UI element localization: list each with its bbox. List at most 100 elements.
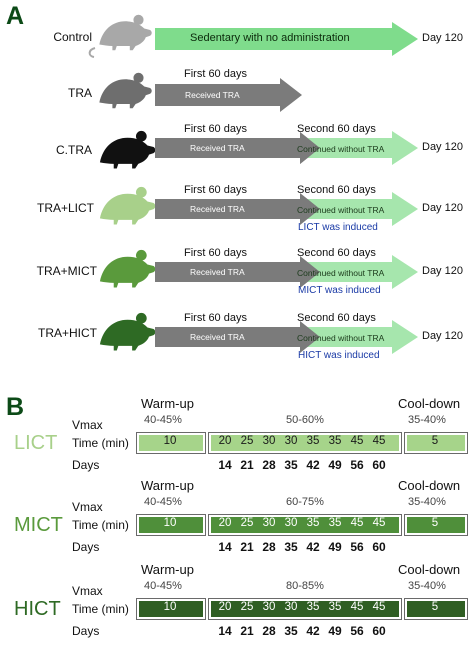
protocol-name: HICT <box>14 598 61 620</box>
main-pct: 50-60% <box>286 414 324 426</box>
hict-phase1-label: First 60 days <box>184 312 247 324</box>
lict-day-label: Day 120 <box>422 202 463 214</box>
day-cell: 28 <box>262 458 276 472</box>
mict-arrow-2 <box>290 255 418 289</box>
time-cell: 30 <box>284 435 298 447</box>
day-cell: 49 <box>328 458 342 472</box>
hict-arrow-2 <box>290 320 418 354</box>
lict-arrow-1 <box>155 193 320 225</box>
day-cell: 49 <box>328 624 342 638</box>
day-cell: 56 <box>350 624 364 638</box>
warmup-bar <box>136 514 206 536</box>
mict-arrow2-text: Continued without TRA <box>297 268 385 278</box>
day-cell: 14 <box>218 458 232 472</box>
cooldown-time: 5 <box>431 517 439 529</box>
protocol-name: LICT <box>14 432 58 454</box>
control-arrow-text: Sedentary with no administration <box>190 32 350 44</box>
mict-phase2-label: Second 60 days <box>297 247 376 259</box>
cooldown-time: 5 <box>431 435 439 447</box>
warmup-header: Warm-up <box>141 478 194 493</box>
lict-arrow-2 <box>290 192 418 226</box>
time-cell: 35 <box>328 435 342 447</box>
hict-mouse-icon <box>96 312 156 351</box>
main-bar <box>208 514 402 536</box>
ctra-arrow1-text: Received TRA <box>190 143 245 153</box>
lict-phase1-label: First 60 days <box>184 184 247 196</box>
panel-b-letter: B <box>6 393 25 421</box>
lict-arrow1-text: Received TRA <box>190 204 245 214</box>
cooldown-time: 5 <box>431 601 439 613</box>
control-arrow <box>155 22 418 56</box>
ctra-phase1-label: First 60 days <box>184 123 247 135</box>
mict-mouse-icon <box>96 249 156 288</box>
cooldown-pct: 35-40% <box>408 580 446 592</box>
vmax-row-label: Vmax <box>72 584 103 598</box>
day-cell: 35 <box>284 458 298 472</box>
day-cell: 56 <box>350 540 364 554</box>
time-cell: 35 <box>328 517 342 529</box>
day-cell: 35 <box>284 624 298 638</box>
lict-arrow2-text: Continued without TRA <box>297 205 385 215</box>
day-cell: 60 <box>372 624 386 638</box>
day-cell: 28 <box>262 624 276 638</box>
warmup-pct: 40-45% <box>144 580 182 592</box>
mict-day-label: Day 120 <box>422 265 463 277</box>
mict-arrow1-text: Received TRA <box>190 267 245 277</box>
day-cell: 21 <box>240 458 254 472</box>
lict-mouse-icon <box>96 186 156 225</box>
mict-induced-label: MICT was induced <box>298 285 381 296</box>
ctra-day-label: Day 120 <box>422 141 463 153</box>
warmup-bar <box>136 432 206 454</box>
day-cell: 14 <box>218 624 232 638</box>
time-row-label: Time (min) <box>72 602 129 616</box>
main-bar <box>208 598 402 620</box>
tra-phase1-label: First 60 days <box>184 68 247 80</box>
ctra-arrow2-text: Continued without TRA <box>297 144 385 154</box>
days-row-label: Days <box>72 540 100 554</box>
hict-arrow2-text: Continued without TRA <box>297 333 385 343</box>
hict-phase2-label: Second 60 days <box>297 312 376 324</box>
time-cell: 35 <box>306 435 320 447</box>
time-cell: 35 <box>328 601 342 613</box>
hict-day-label: Day 120 <box>422 330 463 342</box>
cooldown-pct: 35-40% <box>408 414 446 426</box>
time-cell: 35 <box>306 601 320 613</box>
mict-arrow-1 <box>155 256 320 288</box>
time-cell: 45 <box>350 435 364 447</box>
time-cell: 30 <box>262 517 276 529</box>
day-cell: 42 <box>306 458 320 472</box>
warmup-header: Warm-up <box>141 396 194 411</box>
main-bar <box>208 432 402 454</box>
time-cell: 20 <box>218 517 232 529</box>
cooldown-bar <box>404 598 468 620</box>
tra-arrow <box>155 78 302 112</box>
cooldown-header: Cool-down <box>398 478 461 493</box>
panel-a-letter: A <box>6 2 25 30</box>
group-label-tra-mict: TRA+MICT <box>36 264 97 278</box>
day-cell: 42 <box>306 540 320 554</box>
days-row-label: Days <box>72 458 100 472</box>
day-cell: 60 <box>372 540 386 554</box>
protocol-name: MICT <box>14 514 63 536</box>
time-row-label: Time (min) <box>72 518 129 532</box>
day-cell: 42 <box>306 624 320 638</box>
day-cell: 14 <box>218 540 232 554</box>
warmup-bar <box>136 598 206 620</box>
time-cell: 30 <box>284 517 298 529</box>
time-cell: 25 <box>240 601 254 613</box>
lict-induced-label: LICT was induced <box>298 222 378 233</box>
time-cell: 35 <box>306 517 320 529</box>
time-cell: 30 <box>262 435 276 447</box>
cooldown-header: Cool-down <box>398 562 461 577</box>
group-label-tra-lict: TRA+LICT <box>36 201 94 215</box>
lict-phase2-label: Second 60 days <box>297 184 376 196</box>
main-pct: 60-75% <box>286 496 324 508</box>
tra-mouse-icon <box>96 72 152 109</box>
group-label-ctra: C.TRA <box>56 143 92 157</box>
warmup-pct: 40-45% <box>144 414 182 426</box>
time-cell: 25 <box>240 435 254 447</box>
warmup-pct: 40-45% <box>144 496 182 508</box>
time-cell: 45 <box>350 517 364 529</box>
group-label-tra-hict: TRA+HICT <box>37 326 97 340</box>
